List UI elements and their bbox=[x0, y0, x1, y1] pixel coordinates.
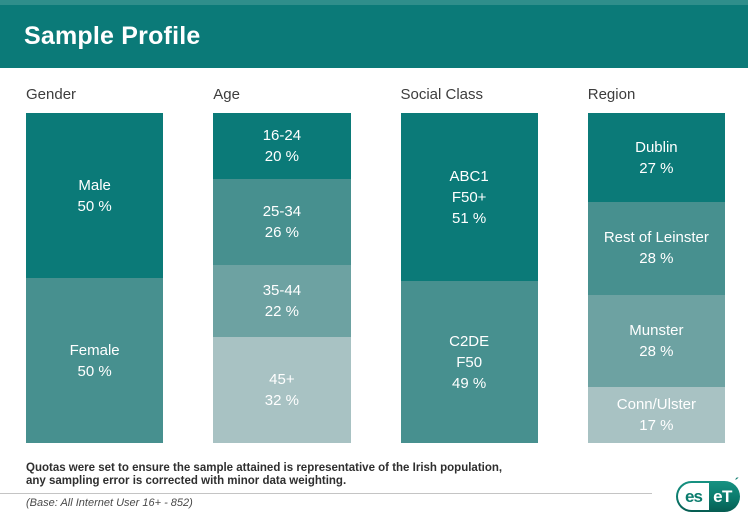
segment-name: Rest of Leinster bbox=[603, 229, 709, 247]
bar-segment: ABC1 F50+ 51 % bbox=[400, 113, 538, 282]
bar-segment: Female 50 % bbox=[26, 278, 164, 443]
bar-segment: 25-34 26 % bbox=[213, 179, 351, 265]
segment-name: 16-24 bbox=[262, 127, 302, 144]
stacked-bar-gender: Male 50 % Female 50 % bbox=[26, 113, 164, 443]
bar-segment: 35-44 22 % bbox=[213, 264, 351, 338]
sample-profile-chart: Gender Male 50 % Female 50 % Age 16-24 20 % 2… bbox=[0, 86, 748, 443]
segment-name: 45+ bbox=[269, 371, 295, 389]
segment-percent: 22 % bbox=[264, 303, 299, 321]
column-social-class: Social Class ABC1 F50+ 51 % C2DE F50 49 % bbox=[400, 86, 538, 443]
stacked-bar-social-class: ABC1 F50+ 51 % C2DE F50 49 % bbox=[400, 113, 538, 443]
page-title: Sample Profile bbox=[24, 22, 201, 50]
segment-name: ABC1 F50+ bbox=[449, 167, 489, 206]
footer-note-line2: any sampling error is corrected with min… bbox=[26, 475, 347, 487]
bar-segment: Conn/Ulster 17 % bbox=[587, 386, 725, 443]
bar-segment: C2DE F50 49 % bbox=[400, 281, 538, 443]
segment-percent: 17 % bbox=[639, 416, 674, 434]
column-gender: Gender Male 50 % Female 50 % bbox=[26, 86, 164, 443]
bar-segment: 16-24 20 % bbox=[213, 113, 351, 179]
segment-name: Female bbox=[69, 341, 120, 359]
column-label-social-class: Social Class bbox=[400, 86, 484, 103]
segment-name: Male bbox=[78, 176, 111, 194]
header-bar: Sample Profile bbox=[0, 5, 748, 68]
segment-percent: 27 % bbox=[639, 159, 674, 177]
column-region: Region Dublin 27 % Rest of Leinster 28 % Mun… bbox=[587, 86, 725, 443]
segment-percent: 28 % bbox=[639, 342, 674, 360]
segment-percent: 50 % bbox=[77, 197, 112, 215]
eset-logo: es eT ´ bbox=[676, 475, 740, 512]
segment-percent: 51 % bbox=[452, 209, 487, 227]
segment-name: Munster bbox=[629, 321, 684, 339]
segment-percent: 28 % bbox=[639, 250, 674, 268]
segment-name: Conn/Ulster bbox=[616, 395, 696, 413]
footer-note-line1: Quotas were set to ensure the sample att… bbox=[26, 462, 503, 474]
bar-segment: Male 50 % bbox=[26, 113, 164, 278]
segment-name: C2DE F50 bbox=[449, 332, 490, 371]
stacked-bar-age: 16-24 20 % 25-34 26 % 35-44 22 % 45+ 32 % bbox=[213, 113, 351, 443]
bar-segment: 45+ 32 % bbox=[213, 337, 351, 443]
segment-percent: 32 % bbox=[264, 392, 299, 410]
segment-name: 35-44 bbox=[262, 282, 302, 300]
segment-name: 25-34 bbox=[262, 202, 302, 220]
segment-name: Dublin bbox=[635, 138, 678, 156]
column-label-region: Region bbox=[587, 86, 636, 103]
segment-percent: 26 % bbox=[264, 223, 299, 241]
segment-percent: 20 % bbox=[264, 148, 299, 165]
segment-percent: 50 % bbox=[77, 362, 112, 380]
column-label-age: Age bbox=[213, 86, 240, 103]
eset-logo-trademark-tick: ´ bbox=[734, 475, 739, 490]
segment-percent: 49 % bbox=[452, 374, 487, 392]
eset-logo-right-segment: eT bbox=[713, 486, 732, 506]
bar-segment: Munster 28 % bbox=[587, 294, 725, 387]
header-accent-strip bbox=[0, 0, 748, 5]
footer: Quotas were set to ensure the sample att… bbox=[26, 462, 748, 488]
column-age: Age 16-24 20 % 25-34 26 % 35-44 22 % 45+ 32 % bbox=[213, 86, 351, 443]
bar-segment: Dublin 27 % bbox=[587, 113, 725, 203]
column-label-gender: Gender bbox=[26, 86, 77, 103]
stacked-bar-region: Dublin 27 % Rest of Leinster 28 % Munster 28 … bbox=[587, 113, 725, 443]
bar-segment: Rest of Leinster 28 % bbox=[587, 202, 725, 295]
footer-divider bbox=[0, 493, 652, 494]
eset-logo-left-segment: es bbox=[678, 483, 709, 510]
footer-base-note: (Base: All Internet User 16+ - 852) bbox=[26, 497, 193, 509]
